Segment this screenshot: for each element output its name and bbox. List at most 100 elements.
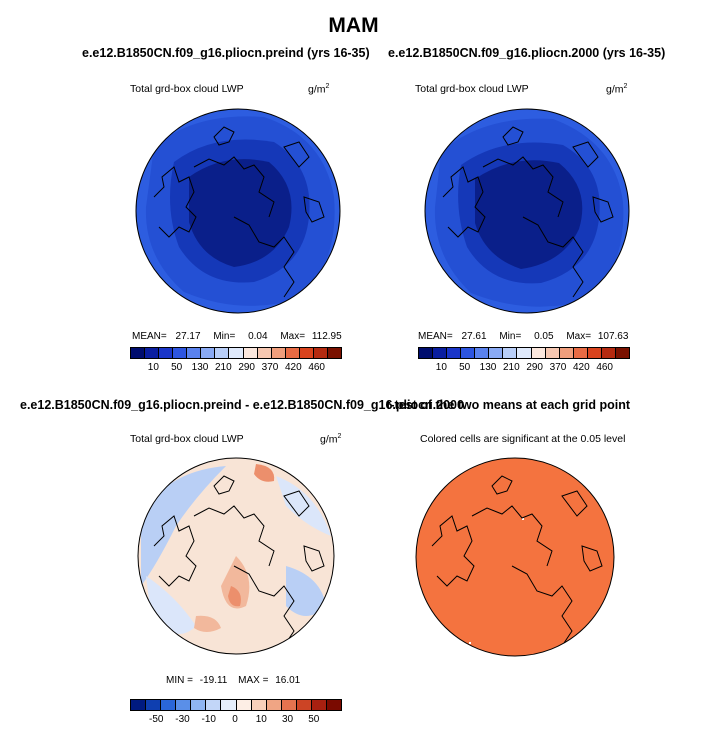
colorbar-swatch [243, 348, 258, 358]
colorbar-tick-label: 290 [238, 362, 255, 373]
map-core-region [189, 159, 292, 267]
max-label: MAX = [238, 675, 269, 686]
panel4-case-title: t-test of the two means at each grid poi… [386, 398, 630, 412]
colorbar-swatch [327, 348, 341, 358]
colorbar-swatch [236, 700, 252, 710]
panel2-units: g/m2 [606, 83, 628, 96]
panel2-variable-label: Total grd-box cloud LWP [415, 83, 529, 95]
panel1-case-title: e.e12.B1850CN.f09_g16.pliocn.preind (yrs… [82, 46, 370, 60]
colorbar-swatch [131, 700, 147, 710]
colorbar-swatch [159, 348, 174, 358]
mean-value: 27.17 [175, 331, 201, 342]
panel1-units: g/m2 [308, 83, 330, 96]
mean-label: MEAN= [418, 331, 453, 342]
colorbar-tick-label: 210 [502, 362, 520, 373]
colorbar-swatch [271, 348, 286, 358]
colorbar-swatch [475, 348, 490, 358]
coastlines [442, 126, 614, 298]
colorbar-swatch [285, 348, 300, 358]
colorbar-swatch [161, 700, 177, 710]
min-label: Min= [213, 331, 236, 342]
colorbar-swatch [266, 700, 282, 710]
colorbar-swatch [201, 348, 216, 358]
colorbar-swatch [573, 348, 588, 358]
colorbar-swatch [173, 348, 188, 358]
colorbar-swatch [257, 348, 272, 358]
panel2-case-title: e.e12.B1850CN.f09_g16.pliocn.2000 (yrs 1… [388, 46, 666, 60]
colorbar-tick-label: -10 [201, 714, 216, 725]
panel3-case-title: e.e12.B1850CN.f09_g16.pliocn.preind - e.… [20, 398, 464, 412]
colorbar-tick-label: 0 [232, 714, 238, 725]
map-boundary [135, 108, 341, 314]
colorbar-tick-label: 30 [281, 714, 294, 725]
colorbar-tick-label: 420 [284, 362, 302, 373]
significant-cells [416, 458, 614, 656]
colorbar-tick-label: 460 [596, 362, 613, 373]
colorbar-swatch [433, 348, 448, 358]
panel2-polar-map [424, 108, 630, 314]
non-significant-cell [469, 642, 471, 644]
max-value: 112.95 [311, 331, 342, 342]
colorbar-swatch [251, 700, 267, 710]
positive-anomaly-region [194, 615, 221, 632]
colorbar-swatch [281, 700, 297, 710]
positive-anomaly-region [221, 556, 250, 609]
negative-anomaly-region [286, 566, 326, 616]
mean-label: MEAN= [132, 331, 167, 342]
panel4-significance-map [415, 457, 615, 657]
colorbar-tick-label: 50 [171, 362, 183, 373]
colorbar-tick-label: -50 [149, 714, 164, 725]
panel3-colorbar [130, 699, 342, 711]
panel2-colorbar [418, 347, 630, 359]
mean-value: 27.61 [461, 331, 487, 342]
colorbar-swatch [187, 348, 202, 358]
panel1-variable-label: Total grd-box cloud LWP [130, 83, 244, 95]
colorbar-swatch [587, 348, 602, 358]
coastlines [153, 126, 325, 298]
colorbar-swatch [503, 348, 518, 358]
min-value: -19.11 [199, 675, 228, 686]
max-label: Max= [280, 331, 306, 342]
panel1-polar-map [135, 108, 341, 314]
panel3-difference-map [137, 457, 335, 655]
colorbar-tick-label: 10 [147, 362, 159, 373]
max-value: 107.63 [597, 331, 629, 342]
colorbar-tick-label: 130 [479, 362, 497, 373]
panel3-units: g/m2 [320, 433, 342, 446]
map-core-region [475, 160, 583, 269]
colorbar-tick-label: 10 [255, 714, 267, 725]
positive-anomaly-peak [228, 586, 241, 607]
map-boundary [137, 457, 335, 655]
colorbar-tick-label: 10 [435, 362, 447, 373]
non-significant-cell [522, 518, 524, 520]
non-significant-cell [551, 661, 553, 663]
panel4-variable-label: Colored cells are significant at the 0.0… [420, 433, 626, 445]
colorbar-swatch [145, 348, 160, 358]
colorbar-swatch [215, 348, 230, 358]
max-value: 16.01 [275, 675, 301, 686]
colorbar-swatch [146, 700, 162, 710]
colorbar-swatch [221, 700, 237, 710]
colorbar-tick-label: 460 [308, 362, 325, 373]
figure-title: MAM [328, 14, 379, 37]
colorbar-tick-label: 290 [526, 362, 543, 373]
colorbar-swatch [531, 348, 546, 358]
colorbar-swatch [296, 700, 312, 710]
min-label: Min= [499, 331, 522, 342]
panel3-variable-label: Total grd-box cloud LWP [130, 433, 244, 445]
panel1-colorbar [130, 347, 342, 359]
map-boundary [424, 108, 630, 314]
map-boundary [415, 457, 615, 657]
colorbar-swatch [131, 348, 146, 358]
colorbar-swatch [311, 700, 328, 710]
colorbar-swatch [461, 348, 476, 358]
positive-anomaly-peak [254, 464, 275, 482]
min-value: 0.05 [534, 331, 554, 342]
colorbar-swatch [419, 348, 434, 358]
negative-anomaly-region [141, 466, 226, 586]
colorbar-swatch [176, 700, 192, 710]
colorbar-tick-label: 210 [214, 362, 232, 373]
colorbar-swatch [229, 348, 244, 358]
colorbar-tick-label: 130 [191, 362, 209, 373]
panel1-stats: MEAN= 27.17 Min= 0.04 Max= 112.95 [132, 331, 342, 342]
